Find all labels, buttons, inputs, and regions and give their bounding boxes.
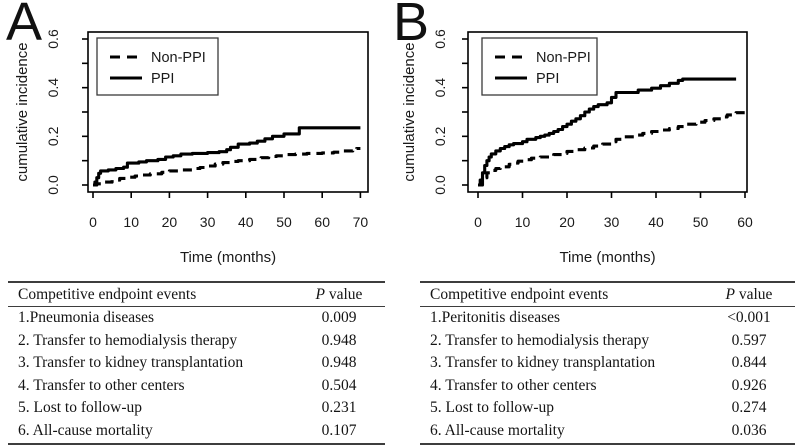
cumulative-incidence-plot-a: 0 10 20 30 40 50 60 70 0.0 0.2 0.4 0.6 Time (months)… — [14, 29, 369, 266]
table-row: 4. Transfer to other centers 0.926 — [420, 375, 795, 398]
x-tick-label: 10 — [123, 214, 139, 230]
y-tick-label: 0.2 — [432, 126, 448, 146]
p-italic-label: P — [725, 286, 735, 303]
p-value: 0.231 — [321, 399, 357, 417]
table-header: Competitive endpoint events P value — [8, 283, 385, 307]
y-tick-label: 0.2 — [45, 126, 61, 146]
p-rest-label: value — [325, 286, 363, 303]
endpoint-event-label: 4. Transfer to other centers — [430, 376, 597, 394]
table-row: 3. Transfer to kidney transplantation 0.9… — [8, 352, 385, 375]
x-axis-title: Time (months) — [559, 249, 655, 266]
table-body: 1.Pneumonia diseases 0.009 2. Transfer to … — [8, 307, 385, 443]
endpoint-event-label: 6. All-cause mortality — [18, 421, 153, 439]
p-value: 0.504 — [321, 376, 357, 394]
y-axis-title: cumulative incidence — [14, 42, 31, 181]
endpoint-event-label: 5. Lost to follow-up — [18, 399, 142, 417]
p-value: 0.036 — [731, 421, 767, 439]
p-value: 0.009 — [321, 309, 357, 326]
curve-ppi — [478, 77, 737, 187]
x-tick-label: 30 — [604, 214, 620, 230]
table-row: 6. All-cause mortality 0.036 — [420, 420, 795, 443]
p-value: 0.948 — [321, 354, 357, 372]
x-tick-label: 0 — [89, 214, 97, 230]
table-row: 5. Lost to follow-up 0.231 — [8, 397, 385, 420]
x-axis-title: Time (months) — [180, 249, 276, 266]
table-row: 3. Transfer to kidney transplantation 0.8… — [420, 352, 795, 375]
p-italic-label: P — [315, 286, 325, 303]
y-tick-label: 0.6 — [432, 29, 448, 49]
table-header-pvalue: P value — [703, 283, 795, 306]
cumulative-incidence-plot-b: 0 10 20 30 40 50 60 0.0 0.2 0.4 0.6 Time (months) cu… — [401, 29, 753, 266]
endpoint-event-label: 2. Transfer to hemodialysis therapy — [18, 331, 238, 349]
x-tick-label: 10 — [515, 214, 531, 230]
panel-letter-b: B — [393, 0, 430, 52]
y-tick-label: 0.4 — [432, 78, 448, 98]
table-row: 2. Transfer to hemodialysis therapy 0.597 — [420, 330, 795, 353]
x-tick-label: 20 — [162, 214, 178, 230]
endpoint-event-label: 5. Lost to follow-up — [430, 399, 554, 417]
legend-label-ppi: PPI — [536, 71, 559, 87]
table-row: 2. Transfer to hemodialysis therapy 0.948 — [8, 330, 385, 353]
p-value: 0.844 — [731, 354, 767, 372]
legend-label-non-ppi: Non-PPI — [151, 50, 206, 66]
table-row: 5. Lost to follow-up 0.274 — [420, 397, 795, 420]
x-tick-label: 30 — [200, 214, 216, 230]
x-tick-label: 20 — [559, 214, 575, 230]
endpoint-event-label: 1.Pneumonia diseases — [18, 309, 155, 326]
p-value: <0.001 — [727, 309, 771, 326]
endpoint-event-label: 6. All-cause mortality — [430, 421, 565, 439]
pvalue-table-b: Competitive endpoint events P value 1.Pe… — [420, 281, 795, 445]
endpoint-event-label: 3. Transfer to kidney transplantation — [18, 354, 244, 372]
endpoint-event-label: 3. Transfer to kidney transplantation — [430, 354, 656, 372]
p-value: 0.926 — [731, 376, 767, 394]
p-rest-label: value — [735, 286, 773, 303]
endpoint-event-label: 4. Transfer to other centers — [18, 376, 185, 394]
y-tick-label: 0.6 — [45, 29, 61, 49]
y-axis-title: cumulative incidence — [401, 42, 418, 181]
x-tick-label: 50 — [693, 214, 709, 230]
table-header-events: Competitive endpoint events — [18, 286, 197, 303]
table-row: 4. Transfer to other centers 0.504 — [8, 375, 385, 398]
x-tick-label: 0 — [474, 214, 482, 230]
curve-non-ppi — [478, 111, 747, 187]
x-tick-label: 70 — [353, 214, 369, 230]
table-row: 1.Pneumonia diseases 0.009 — [8, 307, 385, 330]
legend-label-non-ppi: Non-PPI — [536, 50, 591, 66]
p-value: 0.597 — [731, 331, 767, 349]
panel-letter-a: A — [6, 0, 43, 52]
curve-non-ppi — [93, 146, 361, 187]
table-body: 1.Peritonitis diseases <0.001 2. Transfer … — [420, 307, 795, 443]
p-value: 0.107 — [321, 421, 357, 439]
x-tick-label: 50 — [276, 214, 292, 230]
curve-ppi — [93, 126, 361, 187]
x-tick-label: 60 — [737, 214, 753, 230]
legend-label-ppi: PPI — [151, 71, 174, 87]
p-value: 0.948 — [321, 331, 357, 349]
pvalue-table-a: Competitive endpoint events P value 1.Pn… — [8, 281, 385, 445]
endpoint-event-label: 1.Peritonitis diseases — [430, 309, 561, 326]
table-header-pvalue: P value — [293, 283, 385, 306]
y-tick-label: 0.4 — [45, 78, 61, 98]
x-tick-label: 40 — [648, 214, 664, 230]
table-row: 1.Peritonitis diseases <0.001 — [420, 307, 795, 330]
y-tick-label: 0.0 — [45, 175, 61, 195]
p-value: 0.274 — [731, 399, 767, 417]
legend-box — [481, 37, 598, 96]
x-tick-label: 60 — [314, 214, 330, 230]
table-header-events: Competitive endpoint events — [430, 286, 609, 303]
legend-box — [96, 37, 219, 96]
y-tick-label: 0.0 — [432, 175, 448, 195]
table-row: 6. All-cause mortality 0.107 — [8, 420, 385, 443]
x-tick-label: 40 — [238, 214, 254, 230]
table-header: Competitive endpoint events P value — [420, 283, 795, 307]
endpoint-event-label: 2. Transfer to hemodialysis therapy — [430, 331, 650, 349]
